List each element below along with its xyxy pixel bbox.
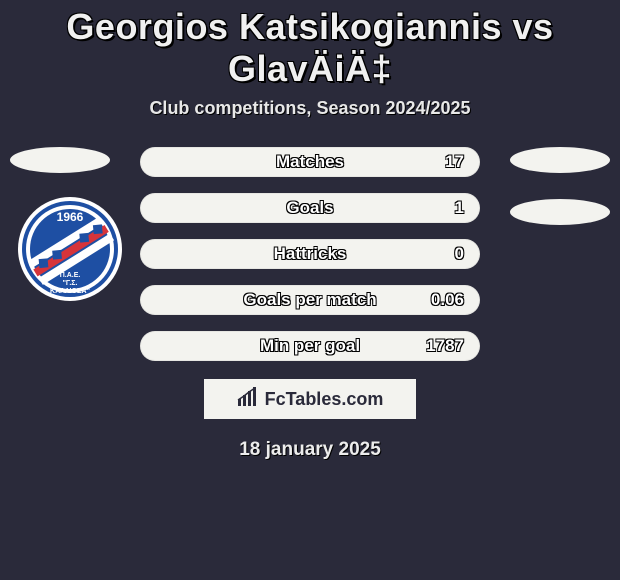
stat-label: Hattricks <box>140 244 480 264</box>
stat-label: Min per goal <box>140 336 480 356</box>
stat-value: 1787 <box>426 336 464 356</box>
stat-label: Goals per match <box>140 290 480 310</box>
bar-chart-icon <box>237 387 259 412</box>
page-title: Georgios Katsikogiannis vs GlavÄiÄ‡ <box>0 6 620 90</box>
player-right-placeholder-2 <box>510 199 610 225</box>
subtitle: Club competitions, Season 2024/2025 <box>0 98 620 119</box>
stats-area: 1966 Π.Α.Ε. "Γ.Σ. ΚΑΛΛΙΘΕΑ" Matches 17 G… <box>0 147 620 361</box>
stat-row: Hattricks 0 <box>140 239 480 269</box>
brand-box[interactable]: FcTables.com <box>202 377 418 421</box>
stat-value: 1 <box>455 198 464 218</box>
player-right-placeholder-1 <box>510 147 610 173</box>
svg-text:"Γ.Σ.: "Γ.Σ. <box>63 280 78 287</box>
svg-text:1966: 1966 <box>57 210 84 224</box>
svg-text:Π.Α.Ε.: Π.Α.Ε. <box>60 272 81 279</box>
svg-text:ΚΑΛΛΙΘΕΑ": ΚΑΛΛΙΘΕΑ" <box>50 288 90 295</box>
date-label: 18 january 2025 <box>0 439 620 461</box>
brand-label: FcTables.com <box>265 389 384 410</box>
stat-value: 0.06 <box>431 290 464 310</box>
stat-row: Goals 1 <box>140 193 480 223</box>
stat-label: Matches <box>140 152 480 172</box>
stat-value: 17 <box>445 152 464 172</box>
stat-row: Matches 17 <box>140 147 480 177</box>
stat-row: Min per goal 1787 <box>140 331 480 361</box>
stat-label: Goals <box>140 198 480 218</box>
stat-value: 0 <box>455 244 464 264</box>
player-left-placeholder <box>10 147 110 173</box>
stat-row: Goals per match 0.06 <box>140 285 480 315</box>
club-crest: 1966 Π.Α.Ε. "Γ.Σ. ΚΑΛΛΙΘΕΑ" <box>18 197 122 301</box>
stat-rows: Matches 17 Goals 1 Hattricks 0 Goals per… <box>140 147 480 361</box>
